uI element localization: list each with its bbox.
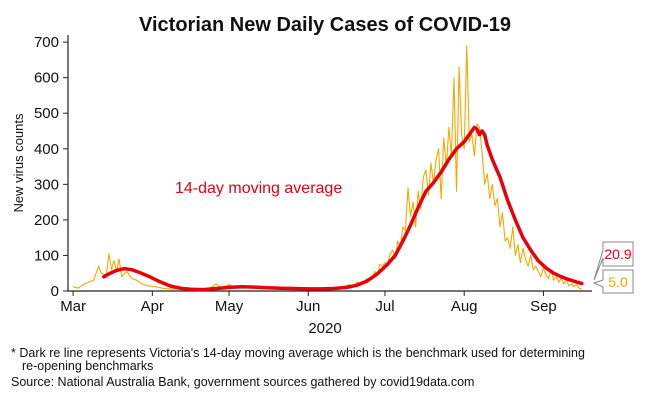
x-tick-label: Aug — [451, 298, 478, 315]
daily-value-label: 5.0 — [608, 274, 628, 290]
y-tick-label: 200 — [34, 212, 59, 229]
x-tick-label: Sep — [530, 298, 557, 315]
y-tick-label: 500 — [34, 105, 59, 122]
daily-cases-line — [72, 45, 582, 291]
x-tick-label: Jun — [296, 298, 320, 315]
x-tick-label: Jul — [375, 298, 394, 315]
x-axis-label: 2020 — [308, 320, 341, 337]
average-callout-box — [593, 241, 634, 281]
x-tick-label: Apr — [141, 298, 164, 315]
x-tick-label: May — [215, 298, 244, 315]
y-tick-label: 0 — [51, 283, 59, 300]
y-tick-label: 400 — [34, 141, 59, 158]
y-axis-label: New virus counts — [11, 113, 26, 212]
source-note: Source: National Australia Bank, governm… — [11, 375, 474, 389]
y-tick-label: 100 — [34, 247, 59, 264]
average-value-callout: 20.9 — [593, 241, 634, 281]
chart-title: Victorian New Daily Cases of COVID-19 — [139, 14, 511, 36]
y-tick-label: 600 — [34, 70, 59, 87]
daily-value-callout: 5.0 — [592, 269, 634, 294]
average-value-label: 20.9 — [604, 246, 631, 262]
daily-callout-box — [592, 269, 634, 294]
y-axis: 0 100 200 300 400 500 600 700 — [34, 34, 69, 300]
x-axis: Mar Apr May Jun Jul Aug Sep — [60, 290, 592, 315]
y-ticks: 0 100 200 300 400 500 600 700 — [34, 34, 68, 300]
footnote-line-1: * Dark re line represents Victoria's 14-… — [11, 346, 585, 360]
x-tick-label: Mar — [60, 298, 86, 315]
y-tick-label: 300 — [34, 176, 59, 193]
y-tick-label: 700 — [34, 34, 59, 51]
x-ticks: Mar Apr May Jun Jul Aug Sep — [60, 291, 557, 315]
moving-average-line — [102, 125, 584, 292]
footnote-line-2: re-opening benchmarks — [22, 359, 153, 373]
moving-average-annotation: 14-day moving average — [175, 180, 342, 197]
